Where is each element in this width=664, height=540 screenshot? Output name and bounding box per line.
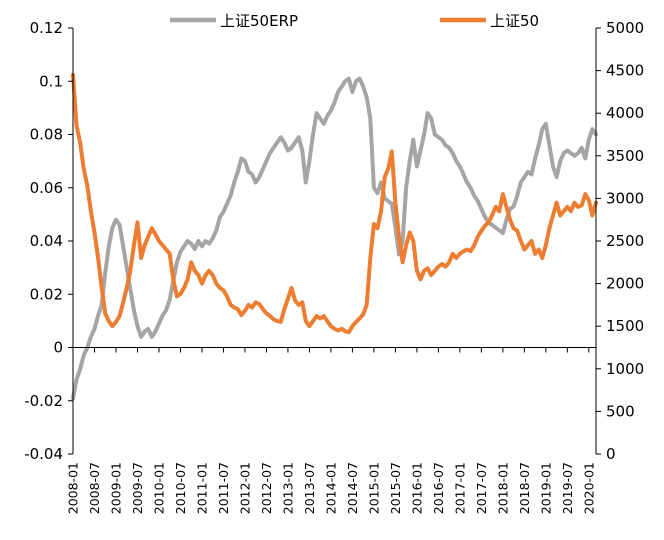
right-y-tick-label: 4500 (606, 62, 644, 80)
x-tick-label: 2019-01 (538, 462, 553, 514)
legend: 上证50ERP 上证50 (170, 12, 539, 30)
x-tick-label: 2014-01 (323, 462, 338, 514)
x-tick-label: 2018-07 (517, 462, 532, 514)
right-y-tick-label: 1000 (606, 360, 644, 378)
left-y-tick-label: 0.12 (30, 19, 63, 37)
right-y-tick-label: 2000 (606, 275, 644, 293)
x-tick-label: 2010-07 (173, 462, 188, 514)
x-tick-label: 2009-01 (108, 462, 123, 514)
x-tick-label: 2011-07 (216, 462, 231, 514)
x-tick-label: 2013-07 (302, 462, 317, 514)
series-layer (71, 72, 598, 401)
legend-label-erp: 上证50ERP (220, 12, 298, 30)
left-y-tick-label: 0.06 (30, 179, 63, 197)
left-y-tick-label: -0.04 (24, 445, 63, 463)
axes-layer: -0.04 -0.02 0 0.02 0.04 0.06 0.08 0.1 0.12 0 500 10… (24, 19, 644, 514)
left-y-tick-label: -0.02 (24, 392, 63, 410)
x-tick-label: 2020-01 (581, 462, 596, 514)
right-y-tick-label: 4000 (606, 104, 644, 122)
x-tick-label: 2013-01 (280, 462, 295, 514)
x-tick-label: 2008-07 (87, 462, 102, 514)
x-tick-label: 2017-01 (452, 462, 467, 514)
left-y-tick-label: 0.1 (39, 72, 63, 90)
right-y-tick-label: 5000 (606, 19, 644, 37)
x-tick-label: 2010-01 (151, 462, 166, 514)
x-tick-label: 2019-07 (560, 462, 575, 514)
x-tick-label: 2011-01 (194, 462, 209, 514)
x-tick-label: 2012-01 (237, 462, 252, 514)
x-tick-label: 2017-07 (474, 462, 489, 514)
right-y-tick-label: 2500 (606, 232, 644, 250)
x-tick-label: 2015-01 (366, 462, 381, 514)
left-y-tick-label: 0 (53, 339, 63, 357)
left-y-tick-label: 0.08 (30, 126, 63, 144)
x-tick-label: 2009-07 (130, 462, 145, 514)
legend-label-index: 上证50 (490, 12, 539, 30)
right-y-tick-label: 0 (606, 445, 616, 463)
left-y-tick-label: 0.02 (30, 285, 63, 303)
x-tick-label: 2014-07 (345, 462, 360, 514)
x-tick-label: 2016-07 (431, 462, 446, 514)
left-y-tick-label: 0.04 (30, 232, 63, 250)
right-y-tick-label: 500 (606, 402, 635, 420)
right-y-tick-label: 3500 (606, 147, 644, 165)
x-tick-label: 2016-01 (409, 462, 424, 514)
x-tick-label: 2008-01 (66, 462, 81, 514)
x-tick-label: 2018-01 (495, 462, 510, 514)
right-y-tick-label: 3000 (606, 189, 644, 207)
series-line-index (71, 72, 598, 335)
x-tick-label: 2012-07 (259, 462, 274, 514)
right-y-tick-label: 1500 (606, 317, 644, 335)
x-tick-label: 2015-07 (388, 462, 403, 514)
series-line-erp (71, 76, 598, 401)
